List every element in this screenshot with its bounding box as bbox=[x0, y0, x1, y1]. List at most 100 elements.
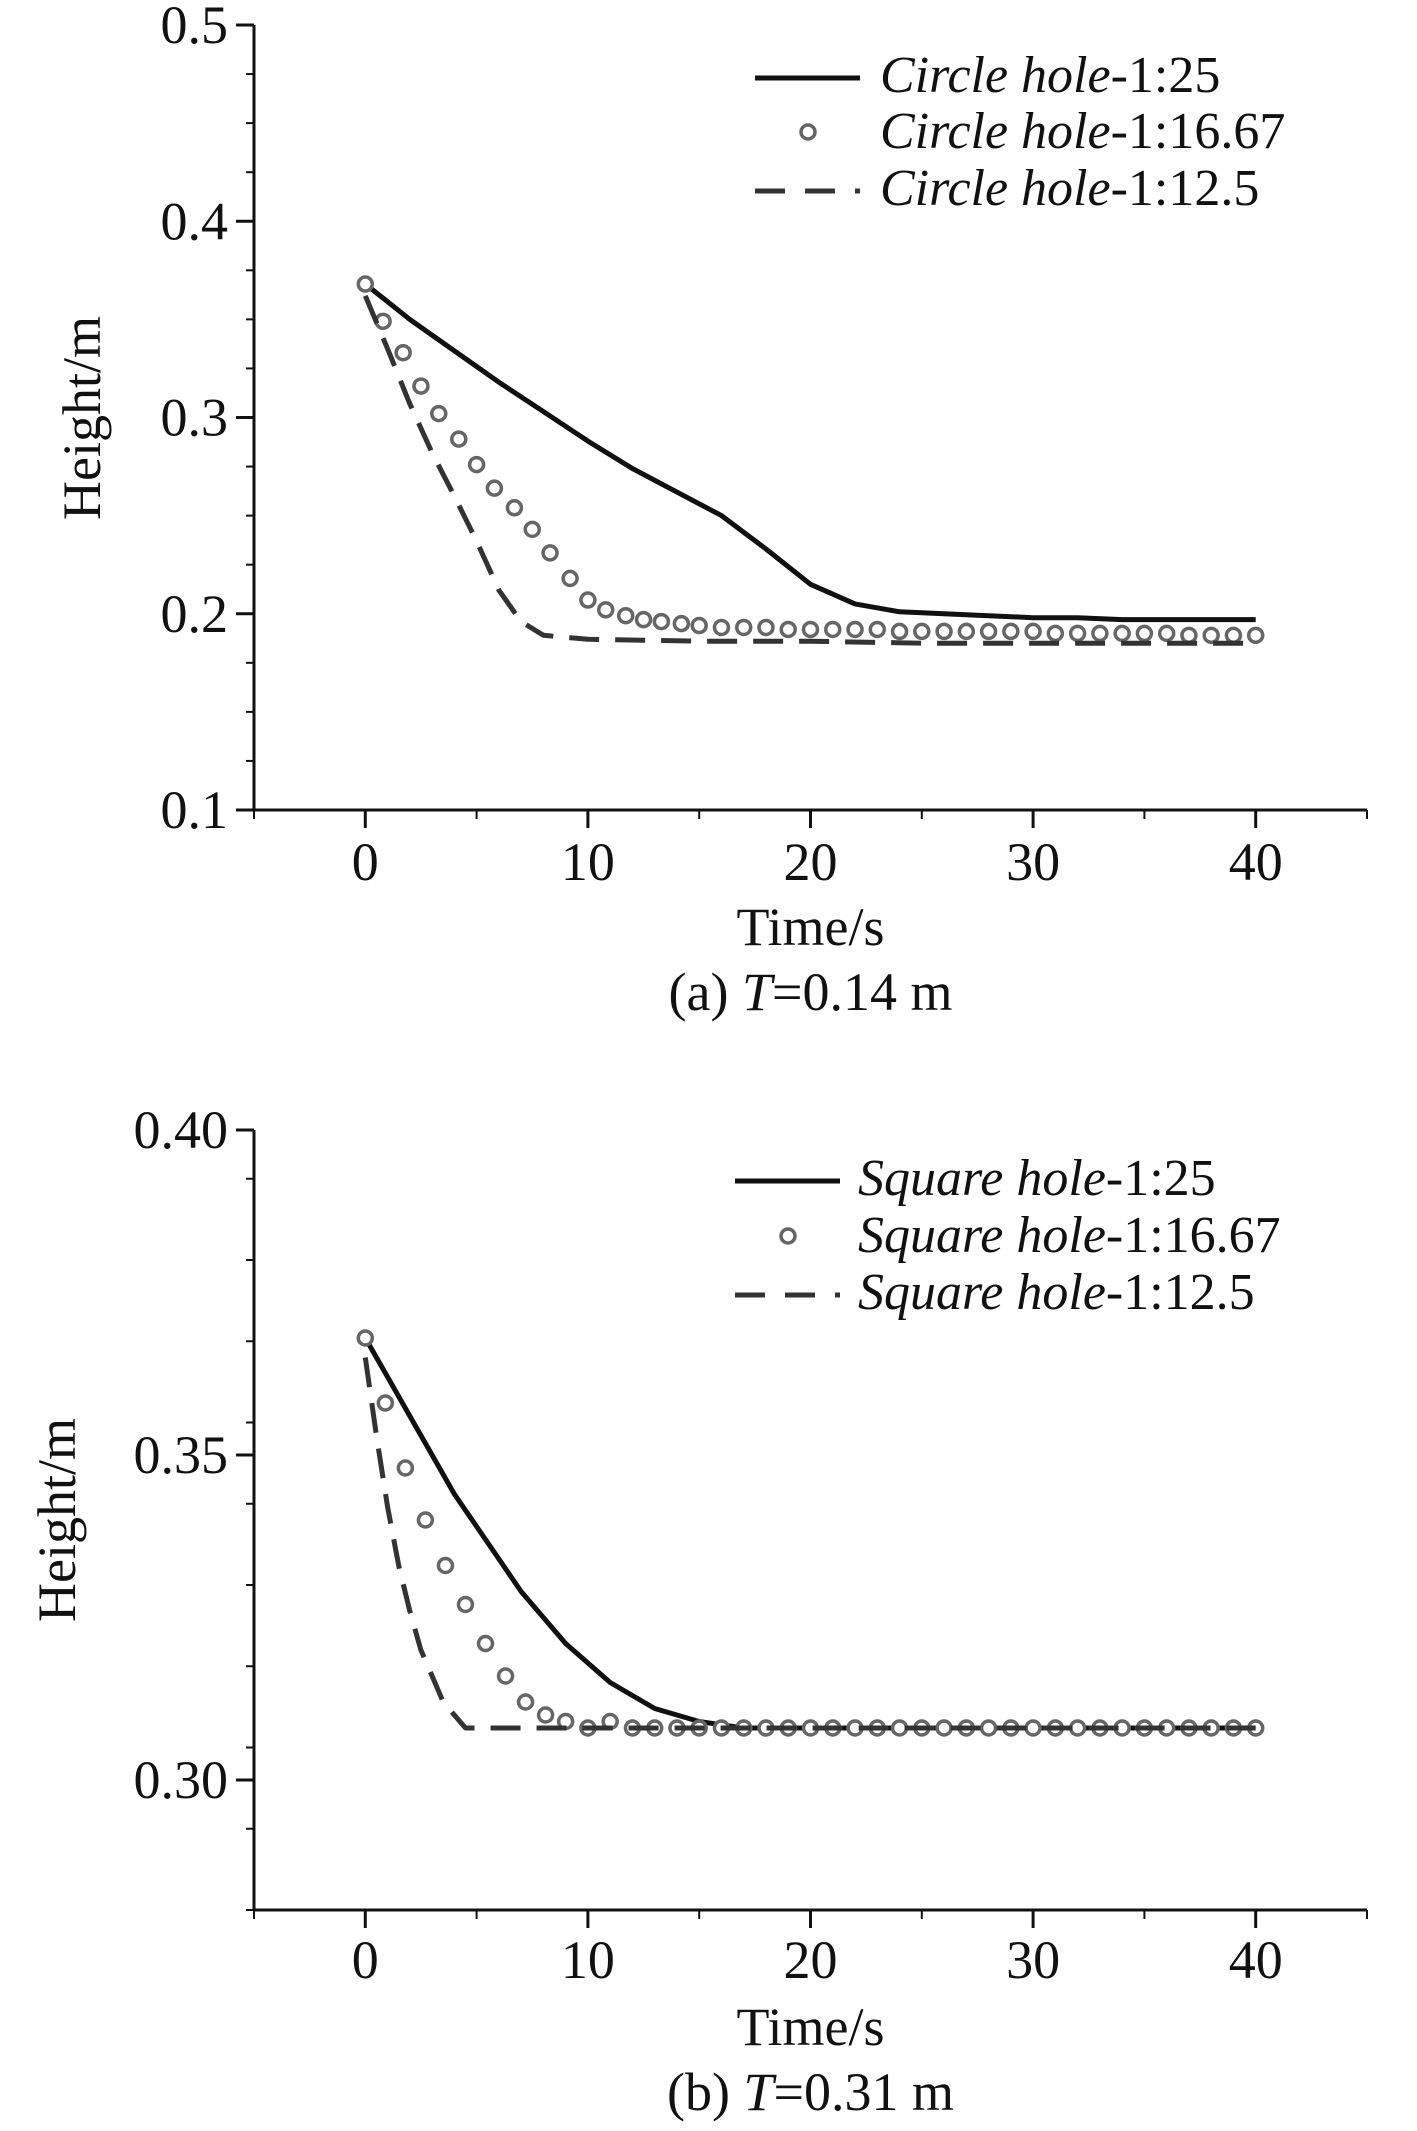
series-point bbox=[541, 544, 559, 562]
legend-label: Square hole-1:12.5 bbox=[858, 1264, 1255, 1321]
legend-label-suffix: -1:12.5 bbox=[1106, 1264, 1255, 1321]
series-point bbox=[376, 1394, 395, 1412]
series-point bbox=[416, 1511, 435, 1529]
y-tick-label: 0.5 bbox=[161, 0, 229, 55]
series-line-1 bbox=[363, 1336, 1256, 1731]
series-point bbox=[1024, 622, 1042, 641]
series-point bbox=[505, 499, 524, 517]
series-point bbox=[516, 1693, 535, 1711]
series-dashed-line-3 bbox=[362, 294, 1256, 646]
series-point bbox=[935, 1719, 953, 1737]
chart-panel-1: 0.1 0.2 0.3 0.4 0.5 0 10 20 30 40 Time/s Height/m (a… bbox=[52, 0, 1368, 1022]
panel-caption: (a) T=0.14 m bbox=[669, 962, 953, 1022]
series-point bbox=[1157, 624, 1176, 643]
x-tick-label: 40 bbox=[1229, 832, 1283, 892]
series-point bbox=[979, 622, 998, 641]
caption-variable: T bbox=[742, 962, 776, 1022]
legend-label-suffix: -1:25 bbox=[1106, 1150, 1216, 1207]
series-point bbox=[430, 404, 448, 423]
series-point bbox=[1068, 624, 1087, 643]
series-point bbox=[476, 1634, 495, 1653]
legend-label-suffix: -1:16.67 bbox=[1106, 1207, 1281, 1264]
series-point bbox=[779, 620, 797, 639]
caption-prefix: (a) bbox=[669, 962, 742, 1022]
x-tick-label: 30 bbox=[1006, 1930, 1060, 1990]
legend-label-italic: Square hole bbox=[858, 1207, 1106, 1264]
series-point bbox=[456, 1595, 475, 1614]
legend-label-italic: Circle hole bbox=[880, 47, 1111, 104]
x-tick-label: 10 bbox=[561, 832, 615, 892]
y-tick-label: 0.1 bbox=[161, 780, 229, 840]
series-point bbox=[561, 569, 579, 588]
series-point bbox=[1068, 1719, 1087, 1737]
series-point bbox=[957, 622, 976, 641]
chart-panel-2: 0.30 0.35 0.40 0 10 20 30 40 Time/s Height/m (b) T… bbox=[27, 1100, 1368, 2122]
x-tick-label: 0 bbox=[352, 1930, 379, 1990]
x-axis-title: Time/s bbox=[736, 897, 884, 957]
y-tick-label: 0.30 bbox=[134, 1750, 229, 1810]
legend-label: Circle hole-1:12.5 bbox=[880, 160, 1259, 217]
series-point bbox=[1135, 624, 1154, 643]
series-point bbox=[801, 620, 820, 639]
y-tick-label: 0.2 bbox=[161, 584, 229, 644]
series-point bbox=[913, 622, 931, 641]
caption-variable: T bbox=[743, 2062, 777, 2122]
series-point bbox=[1202, 626, 1220, 645]
series-point bbox=[1024, 1719, 1042, 1737]
legend-label-suffix: -1:12.5 bbox=[1111, 160, 1260, 217]
x-tick-label: 30 bbox=[1006, 832, 1060, 892]
series-point bbox=[935, 622, 953, 641]
series-line-1 bbox=[363, 282, 1256, 623]
series-point bbox=[496, 1667, 515, 1685]
legend-label-italic: Circle hole bbox=[880, 103, 1111, 160]
series-point bbox=[394, 343, 412, 362]
series-point bbox=[672, 614, 691, 633]
series-point bbox=[1002, 622, 1020, 641]
series-point bbox=[450, 430, 468, 448]
series-point bbox=[634, 610, 653, 629]
y-axis-title: Height/m bbox=[27, 1418, 87, 1622]
series-point bbox=[436, 1556, 455, 1575]
legend-label: Circle hole-1:25 bbox=[880, 47, 1220, 104]
legend-label: Square hole-1:16.67 bbox=[858, 1207, 1281, 1264]
legend-label-suffix: -1:16.67 bbox=[1111, 103, 1286, 160]
x-tick-label: 20 bbox=[784, 1930, 838, 1990]
series-point bbox=[734, 618, 753, 637]
series-point bbox=[1046, 624, 1065, 643]
series-point bbox=[712, 618, 731, 637]
y-tick-label: 0.3 bbox=[161, 388, 229, 448]
series-point bbox=[356, 275, 375, 293]
legend-label-italic: Circle hole bbox=[880, 160, 1111, 217]
series-point bbox=[824, 620, 842, 639]
series-point bbox=[596, 601, 615, 619]
series-point bbox=[652, 612, 671, 631]
series-point bbox=[579, 591, 597, 609]
y-tick-label: 0.40 bbox=[134, 1100, 229, 1160]
series-point bbox=[1224, 626, 1243, 645]
series-point bbox=[616, 606, 635, 625]
series-point bbox=[690, 616, 708, 635]
series-point bbox=[979, 1719, 998, 1737]
series-point bbox=[1091, 624, 1109, 643]
series-point bbox=[356, 1329, 375, 1347]
legend-label-italic: Square hole bbox=[858, 1150, 1106, 1207]
panel-caption: (b) T=0.31 m bbox=[667, 2062, 954, 2122]
x-tick-label: 10 bbox=[561, 1930, 615, 1990]
series-point bbox=[523, 520, 541, 539]
y-tick-label: 0.35 bbox=[134, 1425, 229, 1485]
x-tick-label: 40 bbox=[1229, 1930, 1283, 1990]
x-tick-label: 0 bbox=[352, 832, 379, 892]
y-tick-label: 0.4 bbox=[161, 191, 229, 251]
legend-label: Circle hole-1:16.67 bbox=[880, 103, 1285, 160]
legend-swatch-circle bbox=[779, 1227, 797, 1245]
series-point bbox=[890, 622, 909, 641]
series-point bbox=[868, 620, 887, 639]
series-point bbox=[396, 1459, 415, 1477]
caption-suffix: =0.14 m bbox=[772, 962, 952, 1022]
y-axis-title: Height/m bbox=[52, 316, 112, 520]
series-point bbox=[412, 377, 430, 395]
caption-prefix: (b) bbox=[667, 2062, 743, 2122]
series-point bbox=[846, 620, 864, 639]
series-point bbox=[1246, 626, 1265, 645]
legend-swatch-circle bbox=[799, 123, 817, 141]
